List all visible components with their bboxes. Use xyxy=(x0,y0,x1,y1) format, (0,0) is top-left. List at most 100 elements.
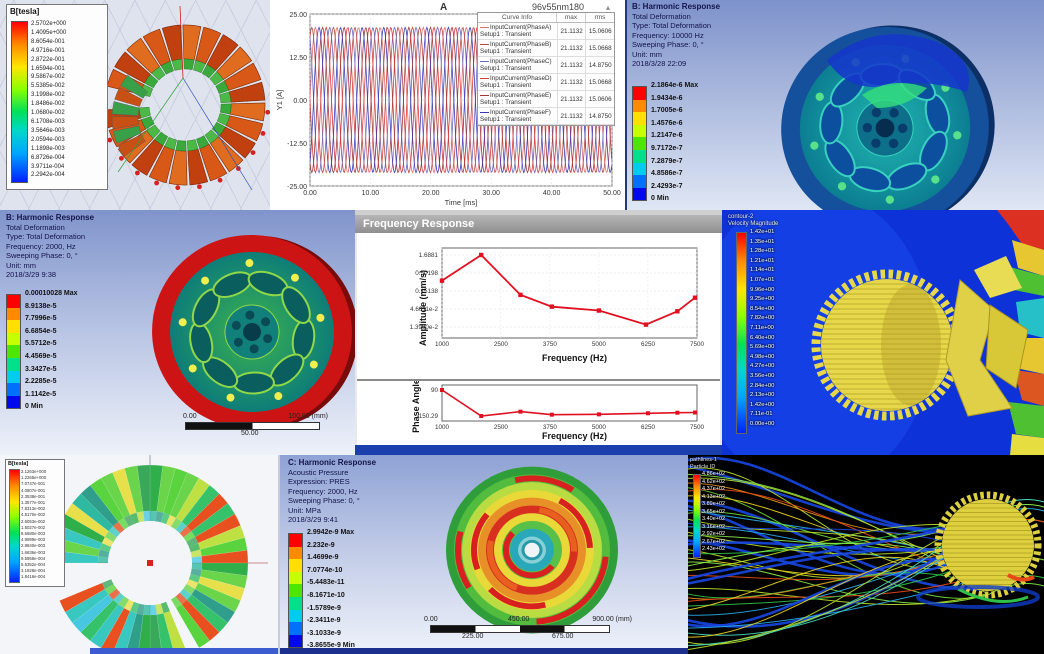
legend-value: 3.5646e-003 xyxy=(31,127,65,134)
curve-swatch xyxy=(480,77,489,79)
header-line: Unit: mm xyxy=(632,49,662,59)
svg-text:5000: 5000 xyxy=(592,341,607,348)
curve-info-table: Curve Info max rms InputCurrent(PhaseA) S… xyxy=(477,12,615,126)
ruler-label: 100.00 (mm) xyxy=(288,413,328,420)
legend-value: 1.07e+01 xyxy=(750,276,775,283)
legend-value: 4.13e+02 xyxy=(702,493,726,500)
svg-text:50.00: 50.00 xyxy=(603,190,621,197)
legend-value: 4.27e+00 xyxy=(750,363,775,370)
legend-value: 1.4699e-9 xyxy=(307,554,339,562)
frequency-response-window: Frequency Response 1.6881 0.50198 0.15138 4… xyxy=(355,210,722,455)
legend-value: 5.5352e-004 xyxy=(21,562,46,568)
legend-value: -5.4483e-11 xyxy=(307,579,345,587)
header-line: Sweeping Phase: 0, ° xyxy=(632,40,704,49)
svg-text:0.00: 0.00 xyxy=(303,190,317,197)
legend-value: 1.2147e-6 xyxy=(651,132,683,140)
legend-value: 6.8726e-004 xyxy=(31,154,65,161)
curve-swatch xyxy=(480,43,489,45)
legend-value: 2.0594e-003 xyxy=(31,136,65,143)
legend-value: 6.40e+00 xyxy=(750,334,775,341)
panel-cfd-velocity: contour-2 Velocity Magnitude 1.42e+01 1.35… xyxy=(722,210,1044,455)
curve-legend-row: InputCurrent(PhaseF) Setup1 : Transient 21… xyxy=(478,108,614,125)
color-scale-bar xyxy=(9,469,20,583)
header-line: 2018/3/29 9:38 xyxy=(6,270,57,279)
legend-value: 3.3427e-5 xyxy=(25,365,57,373)
legend-value: 4.86e+02 xyxy=(702,471,726,477)
legend-value: 9.96e+00 xyxy=(750,286,775,293)
legend-value: 7.8313e-002 xyxy=(21,506,46,512)
legend-value: 1.42e+00 xyxy=(750,401,775,408)
legend-value: 3.56e+00 xyxy=(750,372,775,379)
legend-value: -3.8655e-9 Min xyxy=(307,642,355,650)
legend-value: 1.35e+01 xyxy=(750,238,775,245)
window-body: 1.6881 0.50198 0.15138 4.6011e-2 1.3990e-2 10… xyxy=(357,233,720,445)
legend-value: 4.98e+00 xyxy=(750,353,775,360)
legend-value: 0 Min xyxy=(651,195,669,203)
header-line: C: Harmonic Response xyxy=(288,458,377,467)
legend-value: 7.82e+00 xyxy=(750,315,775,322)
scale-ruler: 0.00 100.00 (mm) 50.00 xyxy=(183,413,328,437)
phase-axis-label: Phase Angle xyxy=(410,379,421,433)
flywheel-deformation-model xyxy=(781,25,995,210)
color-scale-bar xyxy=(736,232,747,434)
svg-text:1.6881: 1.6881 xyxy=(419,252,439,259)
result-header: C: Harmonic Response Acoustic Pressure Exp… xyxy=(288,458,376,525)
color-scale-bar xyxy=(6,294,21,410)
flywheel-deformation-model xyxy=(152,234,355,430)
ruler-label: 450.00 xyxy=(508,616,530,623)
header-line: Type: Total Deformation xyxy=(632,21,712,30)
streamline-scene xyxy=(688,456,1044,651)
legend-value: 3.1998e-002 xyxy=(31,92,65,99)
legend-value: 7.11e+00 xyxy=(750,324,774,331)
curve-legend-row: InputCurrent(PhaseB) Setup1 : Transient 21… xyxy=(478,40,614,57)
legend-value: 9.7172e-7 xyxy=(651,144,683,152)
curve-legend-row: InputCurrent(PhaseC) Setup1 : Transient 21… xyxy=(478,57,614,74)
legend-value: 5.5712e-5 xyxy=(25,340,57,348)
panel-particle-pathlines: pathlines-1 Particle ID 4.86e+02 4.62e+02 4… xyxy=(688,455,1044,654)
ruler-label: 0.00 xyxy=(183,413,197,420)
legend-value: -3.1033e-9 xyxy=(307,629,341,637)
legend-value: 2.13e+00 xyxy=(750,392,775,399)
panel-current-waveforms: A 96v55nm180 ▴ 25.00 12.50 0.00 -12.50 -25.0… xyxy=(270,0,625,210)
ruler-label: 225.00 xyxy=(462,633,484,640)
legend-value: 4.62e+02 xyxy=(702,478,726,485)
legend-value: 2.4293e-7 xyxy=(651,182,683,190)
legend-value: 4.0807e-001 xyxy=(21,487,46,493)
legend-value: 5.5385e-002 xyxy=(31,83,65,90)
legend-title: B[tesla] xyxy=(8,461,29,467)
legend-value: 4.9999e-003 xyxy=(21,537,46,543)
svg-text:2500: 2500 xyxy=(494,424,509,431)
legend-values: 2.1864e-6 Max 1.9434e-6 1.7005e-6 1.4576e-6… xyxy=(651,80,698,206)
legend-header-line: Velocity Magnitude xyxy=(728,221,779,227)
contour-legend: contour-2 Velocity Magnitude 1.42e+01 1.35… xyxy=(728,214,779,434)
legend-value: 7.7996e-5 xyxy=(25,315,57,323)
curve-legend-row: InputCurrent(PhaseA) Setup1 : Transient 21… xyxy=(478,23,614,40)
legend-value: 1.1142e-5 xyxy=(25,390,57,398)
legend-value: 0 Min xyxy=(25,403,43,411)
legend-value: 8.9138e-5 xyxy=(25,302,57,310)
curve-legend-row: InputCurrent(PhaseE) Setup1 : Transient 21… xyxy=(478,91,614,108)
legend-value: 1.1898e-003 xyxy=(31,145,65,152)
legend-value: 3.9711e-004 xyxy=(31,163,65,170)
window-bottom-border xyxy=(280,648,690,654)
svg-text:6250: 6250 xyxy=(641,341,656,348)
legend-value: 1.8416e-004 xyxy=(21,574,46,580)
legend-value: 8.6680e-003 xyxy=(21,531,46,537)
svg-text:2500: 2500 xyxy=(494,341,509,348)
legend-value: 2.67e+02 xyxy=(702,538,726,545)
legend-value: 2.8722e-001 xyxy=(31,56,65,63)
legend-value: 3.65e+02 xyxy=(702,508,726,515)
ruler-label: 675.00 xyxy=(552,633,574,640)
legend-value: 2.1864e-6 Max xyxy=(651,82,699,89)
acoustic-disc-model xyxy=(446,466,618,634)
legend-value: 4.37e+02 xyxy=(702,486,726,492)
legend-values: 0.00010028 Max 8.9138e-5 7.7996e-5 6.6854e-… xyxy=(25,288,78,414)
window-bottom-border xyxy=(90,648,278,654)
header-line: Total Deformation xyxy=(6,222,65,232)
amplitude-axis-label: Amplitude (mm/s) xyxy=(418,269,429,347)
result-header: B: Harmonic Response Total Deformation Typ… xyxy=(632,2,720,69)
legend-value: 2.43e+02 xyxy=(702,546,726,552)
frequency-axis-label: Frequency (Hz) xyxy=(542,431,608,441)
color-scale-bar xyxy=(288,533,303,649)
window-titlebar[interactable]: Frequency Response xyxy=(355,215,722,233)
